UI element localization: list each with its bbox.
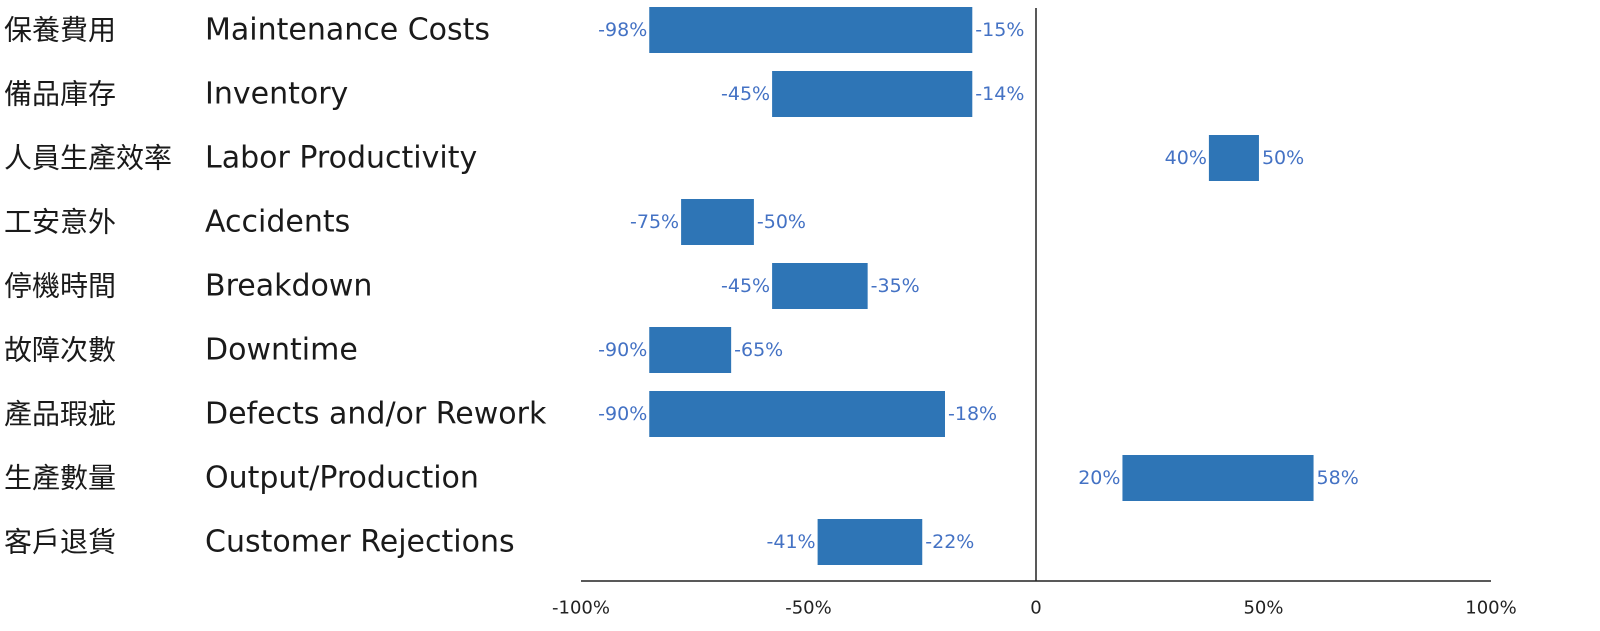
range-bar xyxy=(772,71,973,117)
category-label: Output/Production xyxy=(205,461,479,496)
category-label-zh: 備品庫存 xyxy=(4,78,116,111)
bar-low-label: -75% xyxy=(630,211,679,233)
bar-low-label: -41% xyxy=(767,531,816,553)
range-bar xyxy=(1208,135,1259,181)
range-bar xyxy=(649,7,973,53)
bar-high-label: -35% xyxy=(871,275,920,297)
category-label: Accidents xyxy=(205,205,350,240)
category-label-zh: 工安意外 xyxy=(4,206,116,239)
bar-high-label: -14% xyxy=(975,83,1024,105)
range-bar xyxy=(649,327,732,373)
bar-low-label: -45% xyxy=(721,275,770,297)
bar-low-label: -98% xyxy=(598,19,647,41)
x-tick-label: 100% xyxy=(1465,598,1516,619)
category-label-zh: 產品瑕疵 xyxy=(4,398,116,431)
bar-low-label: -90% xyxy=(598,403,647,425)
bar-value-labels: -98% -15% -45% -14% 40% 50% -75% -50% -45% -35% -9… xyxy=(598,19,1359,553)
bar-high-label: -65% xyxy=(734,339,783,361)
category-label-zh: 客戶退貨 xyxy=(4,526,116,559)
range-bar xyxy=(1122,455,1314,501)
bar-high-label: 50% xyxy=(1262,147,1304,169)
category-label-zh: 保養費用 xyxy=(4,14,116,47)
range-bar xyxy=(649,391,945,437)
category-label-zh: 生產數量 xyxy=(4,462,116,495)
bar-low-label: 20% xyxy=(1078,467,1120,489)
category-label: Downtime xyxy=(205,333,358,368)
category-label-zh: 人員生產效率 xyxy=(4,142,172,175)
bars xyxy=(649,7,1314,565)
category-label-zh: 故障次數 xyxy=(4,334,116,367)
bar-high-label: -50% xyxy=(757,211,806,233)
x-tick-label: -100% xyxy=(552,598,610,619)
category-labels: 保養費用 Maintenance Costs 備品庫存 Inventory 人員生產效率… xyxy=(4,13,547,560)
axes: -100% -50% 0 50% 100% xyxy=(552,8,1517,619)
category-label: Labor Productivity xyxy=(205,141,477,176)
bar-low-label: -90% xyxy=(598,339,647,361)
bar-low-label: 40% xyxy=(1165,147,1207,169)
bar-high-label: -22% xyxy=(925,531,974,553)
range-bar xyxy=(681,199,754,245)
range-bar xyxy=(817,519,923,565)
category-label: Inventory xyxy=(205,77,348,112)
x-tick-label: 50% xyxy=(1243,598,1283,619)
bar-high-label: 58% xyxy=(1317,467,1359,489)
x-tick-label: -50% xyxy=(785,598,832,619)
bar-low-label: -45% xyxy=(721,83,770,105)
category-label: Customer Rejections xyxy=(205,525,515,560)
x-tick-label: 0 xyxy=(1030,598,1041,619)
category-label: Maintenance Costs xyxy=(205,13,490,48)
range-bar xyxy=(772,263,868,309)
category-label-zh: 停機時間 xyxy=(4,270,116,303)
bar-high-label: -18% xyxy=(948,403,997,425)
bar-high-label: -15% xyxy=(975,19,1024,41)
category-label: Breakdown xyxy=(205,269,372,304)
category-label: Defects and/or Rework xyxy=(205,397,547,432)
